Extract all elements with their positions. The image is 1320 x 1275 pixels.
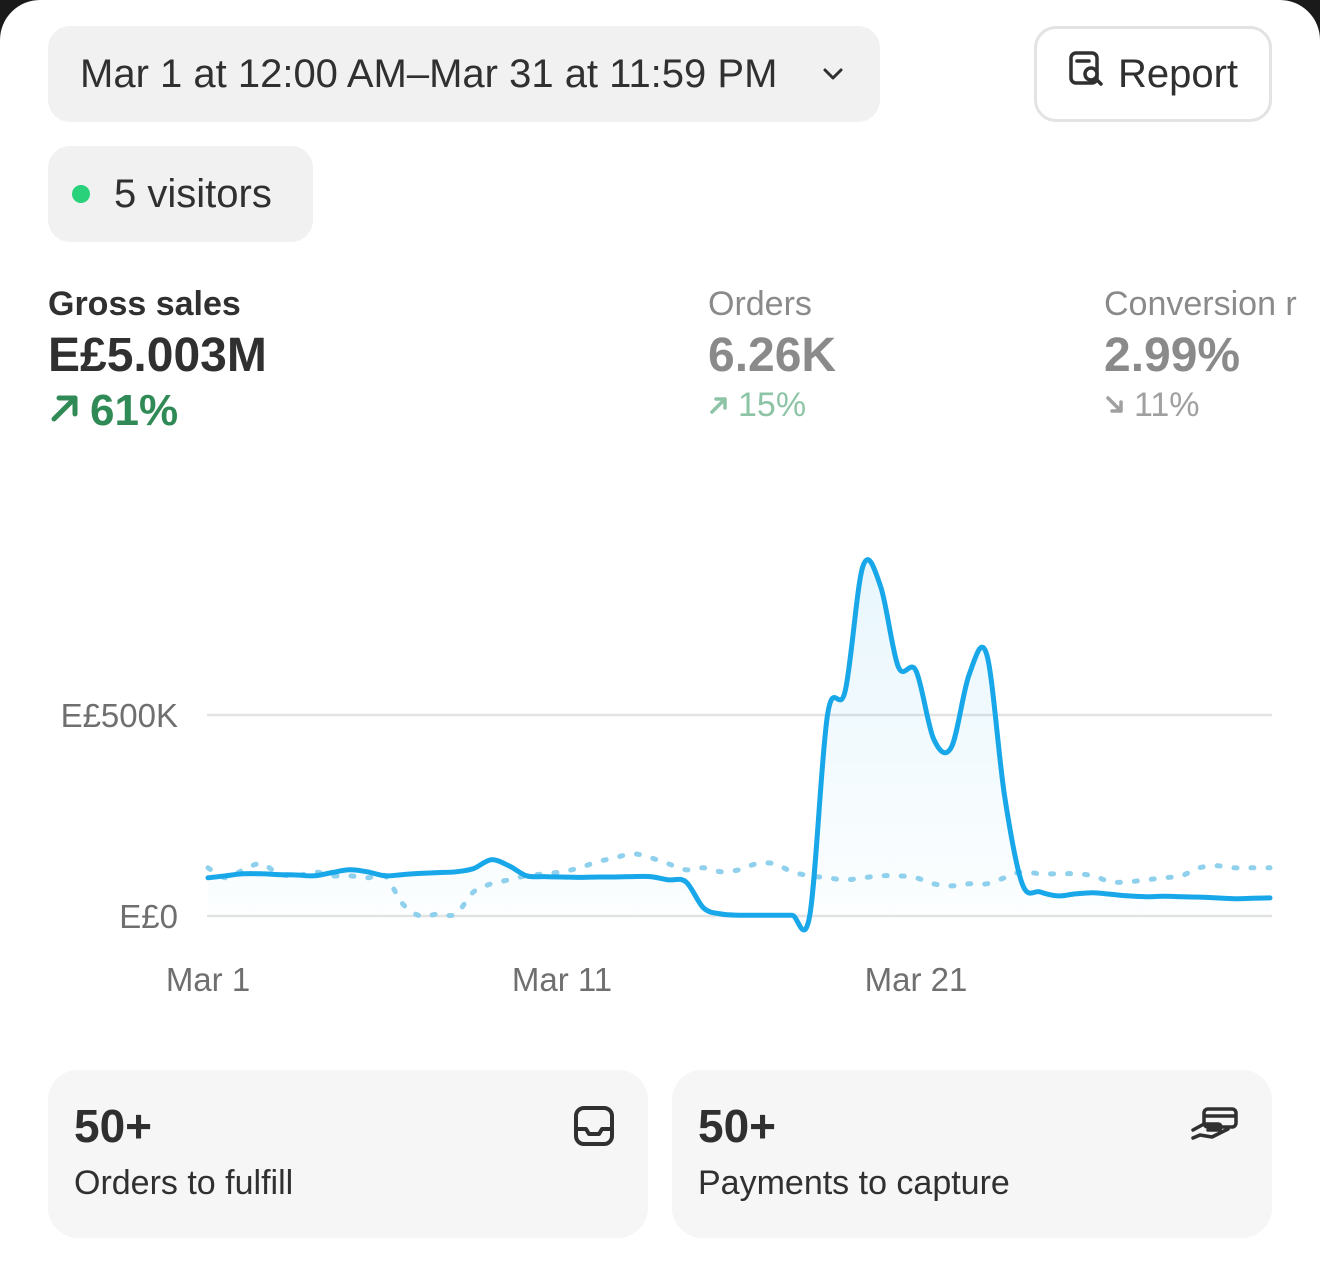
metric-label: Gross sales	[48, 285, 241, 323]
metric-value: 6.26K	[708, 329, 837, 382]
metric-value: 2.99%	[1104, 329, 1241, 382]
report-search-icon	[1068, 50, 1106, 98]
arrow-up-right-icon	[708, 386, 730, 425]
metric-conversion-rate[interactable]: Conversion r 2.99% 11%	[1104, 282, 1297, 425]
report-button[interactable]: Report	[1034, 26, 1272, 122]
live-visitors-badge[interactable]: 5 visitors	[48, 146, 313, 242]
series-line-current	[205, 557, 1273, 933]
y-tick-label: E£0	[119, 898, 178, 935]
visitors-label: 5 visitors	[114, 171, 272, 216]
report-label: Report	[1117, 51, 1239, 96]
metric-label: Orders	[708, 285, 812, 323]
metric-change: 11%	[1134, 386, 1200, 424]
metric-gross-sales[interactable]: Gross sales E£5.003M 61%	[48, 282, 267, 436]
x-tick-label: Mar 21	[865, 961, 968, 998]
inbox-icon	[572, 1104, 616, 1148]
task-count: 50+	[698, 1100, 777, 1152]
date-range-label: Mar 1 at 12:00 AM–Mar 31 at 11:59 PM	[80, 51, 778, 96]
y-tick-label: E£500K	[61, 697, 178, 734]
task-count: 50+	[74, 1100, 153, 1152]
task-label: Orders to fulfill	[74, 1164, 294, 1202]
hand-card-icon	[1190, 1104, 1240, 1148]
series-area-fill	[208, 559, 1270, 931]
chevron-down-icon	[818, 59, 848, 89]
metric-orders[interactable]: Orders 6.26K 15%	[708, 282, 836, 425]
arrow-down-right-icon	[1104, 386, 1126, 425]
task-label: Payments to capture	[698, 1164, 1010, 1202]
x-tick-label: Mar 1	[166, 961, 250, 998]
live-dot-icon	[72, 185, 90, 203]
metric-change: 15%	[738, 386, 807, 424]
date-range-selector[interactable]: Mar 1 at 12:00 AM–Mar 31 at 11:59 PM	[48, 26, 880, 122]
x-tick-label: Mar 11	[512, 961, 612, 998]
arrow-up-right-icon	[48, 386, 82, 436]
metric-label: Conversion r	[1104, 285, 1297, 323]
payments-to-capture-card[interactable]: 50+ Payments to capture	[672, 1070, 1272, 1238]
metric-value: E£5.003M	[48, 329, 267, 382]
gross-sales-chart[interactable]: E£500K E£0 Mar 1 Mar 11 Mar 21	[0, 0, 1320, 1020]
metric-change: 61%	[90, 386, 179, 435]
orders-to-fulfill-card[interactable]: 50+ Orders to fulfill	[48, 1070, 648, 1238]
